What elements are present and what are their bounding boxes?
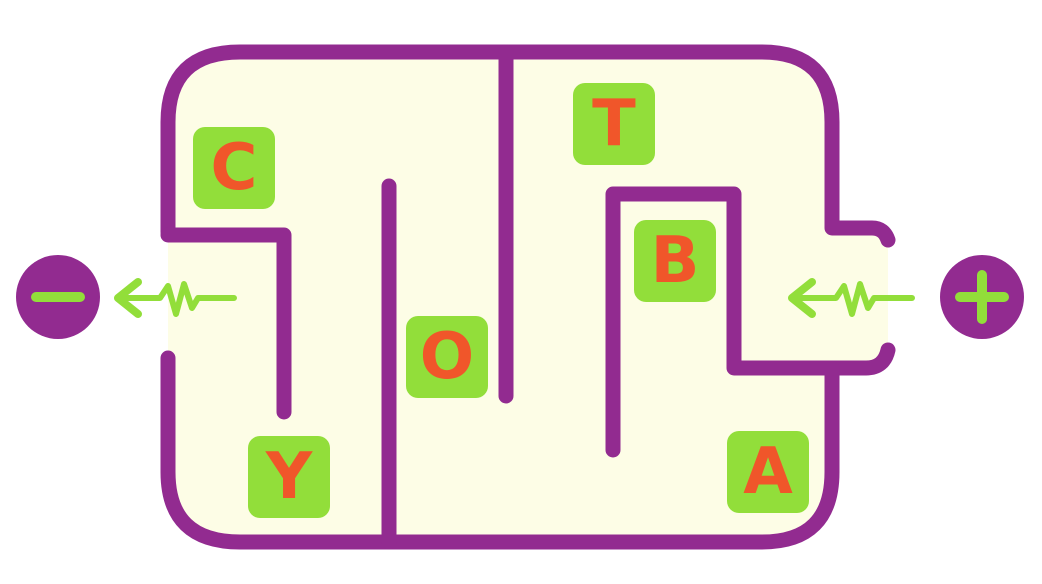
tile-letter: C xyxy=(211,131,258,205)
letter-tile-a[interactable]: A xyxy=(727,431,809,513)
letter-tile-c[interactable]: C xyxy=(193,127,275,209)
negative-terminal xyxy=(16,255,100,339)
tile-letter: Y xyxy=(265,440,313,514)
maze-outer-wall xyxy=(160,342,896,550)
letter-tile-y[interactable]: Y xyxy=(248,436,330,518)
maze-floor xyxy=(168,52,888,542)
letter-tile-o[interactable]: O xyxy=(406,316,488,398)
letter-tile-t[interactable]: T xyxy=(573,83,655,165)
tile-letter: O xyxy=(420,320,474,394)
plus-icon xyxy=(955,270,1009,324)
left-current-arrow-icon xyxy=(114,278,237,318)
positive-terminal xyxy=(940,255,1024,339)
right-current-arrow-icon xyxy=(788,278,915,318)
tile-letter: T xyxy=(592,87,636,161)
tile-letter: B xyxy=(651,224,700,298)
letter-tile-b[interactable]: B xyxy=(634,220,716,302)
maze-inner-wall xyxy=(160,227,292,420)
maze-inner-wall xyxy=(605,186,840,458)
maze-outer-wall xyxy=(160,44,896,248)
tile-letter: A xyxy=(743,435,793,509)
